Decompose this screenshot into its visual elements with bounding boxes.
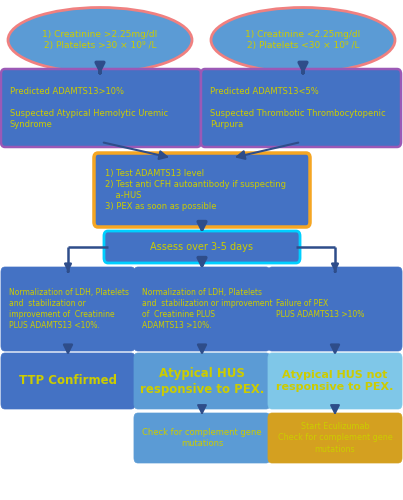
FancyBboxPatch shape [104,231,300,263]
Text: Predicted ADAMTS13<5%

Suspected Thrombotic Thrombocytopenic
Purpura: Predicted ADAMTS13<5% Suspected Thrombot… [210,87,386,129]
Text: Predicted ADAMTS13>10%

Suspected Atypical Hemolytic Uremic
Syndrome: Predicted ADAMTS13>10% Suspected Atypica… [10,87,168,129]
FancyBboxPatch shape [268,413,402,463]
FancyBboxPatch shape [268,353,402,409]
Text: Assess over 3-5 days: Assess over 3-5 days [150,242,253,252]
Text: 1) Test ADAMTS13 level
2) Test anti CFH autoantibody if suspecting
    a-HUS
3) : 1) Test ADAMTS13 level 2) Test anti CFH … [105,169,286,211]
FancyBboxPatch shape [268,267,402,351]
Text: Check for complement gene
mutations: Check for complement gene mutations [142,428,262,448]
FancyBboxPatch shape [134,267,270,351]
Text: Start Eculizumab
Check for complement gene
mutations: Start Eculizumab Check for complement ge… [278,422,393,454]
Text: Atypical HUS not
responsive to PEX.: Atypical HUS not responsive to PEX. [276,370,394,392]
FancyBboxPatch shape [134,353,270,409]
Text: Normalization of LDH, Platelets
and  stabilization or improvement
of  Creatinine: Normalization of LDH, Platelets and stab… [142,288,272,330]
FancyBboxPatch shape [94,153,310,227]
FancyBboxPatch shape [1,267,135,351]
Text: TTP Confirmed: TTP Confirmed [19,374,117,388]
Text: 1) Creatinine >2.25mg/dl
2) Platelets >30 × 10⁹ /L: 1) Creatinine >2.25mg/dl 2) Platelets >3… [42,30,158,50]
Text: Failure of PEX
PLUS ADAMTS13 >10%: Failure of PEX PLUS ADAMTS13 >10% [276,299,364,319]
FancyBboxPatch shape [1,353,135,409]
FancyBboxPatch shape [1,69,201,147]
Ellipse shape [211,8,395,72]
Ellipse shape [8,8,192,72]
Text: Normalization of LDH, Platelets
and  stabilization or
improvement of  Creatinine: Normalization of LDH, Platelets and stab… [9,288,129,330]
Text: 1) Creatinine <2.25mg/dl
2) Platelets <30 × 10⁹ /L: 1) Creatinine <2.25mg/dl 2) Platelets <3… [245,30,361,50]
Text: Atypical HUS
responsive to PEX.: Atypical HUS responsive to PEX. [140,366,264,396]
FancyBboxPatch shape [201,69,401,147]
FancyBboxPatch shape [134,413,270,463]
